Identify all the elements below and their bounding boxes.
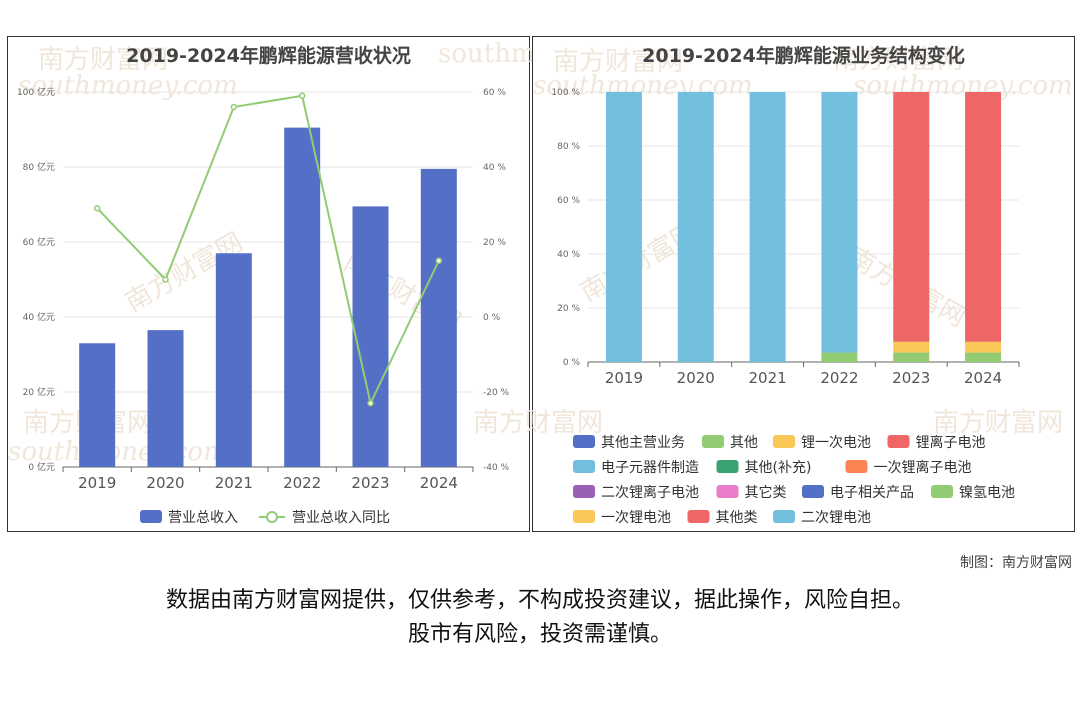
legend-label: 一次锂离子电池 xyxy=(874,459,972,476)
legend-label: 其它类 xyxy=(745,484,787,501)
legend-label: 营业总收入 xyxy=(168,510,238,526)
legend-swatch xyxy=(773,510,795,523)
x-tick-label: 2023 xyxy=(351,474,389,492)
y-tick-label: 80 % xyxy=(557,142,580,152)
x-tick-label: 2021 xyxy=(748,369,786,387)
y-left-tick-label: 20 亿元 xyxy=(23,386,55,398)
y-left-tick-label: 100 亿元 xyxy=(17,86,55,98)
yoy-point xyxy=(93,205,101,212)
stack-segment xyxy=(821,92,858,353)
y-right-tick-label: 60 % xyxy=(483,88,506,98)
yoy-point xyxy=(367,400,374,407)
legend-swatch xyxy=(573,460,595,473)
legend-label: 电子元器件制造 xyxy=(601,460,699,476)
stack-segment xyxy=(749,92,786,362)
legend-swatch-yoy-marker xyxy=(266,511,278,523)
x-tick-label: 2022 xyxy=(283,474,321,492)
x-tick-label: 2021 xyxy=(215,474,253,492)
y-left-tick-label: 40 亿元 xyxy=(23,311,55,323)
x-tick-label: 2019 xyxy=(605,369,643,387)
x-tick-label: 2022 xyxy=(820,369,858,387)
revenue-chart-panel: 南方财富网 southmoney.com 南方财富网 南方财富网 南方财富网 s… xyxy=(7,36,658,532)
x-tick-label: 2024 xyxy=(964,369,1002,387)
legend-swatch xyxy=(845,460,868,473)
y-right-tick-label: -40 % xyxy=(483,463,510,473)
yoy-point xyxy=(162,276,169,283)
stack-segment xyxy=(965,92,1002,342)
legend-swatch-revenue xyxy=(140,510,162,523)
stack-segment xyxy=(605,92,642,362)
x-tick-label: 2019 xyxy=(78,474,116,492)
stack-segment xyxy=(965,341,1002,353)
revenue-bar xyxy=(215,253,252,467)
yoy-point xyxy=(298,92,306,99)
chart-title: 2019-2024年鹏辉能源营收状况 xyxy=(126,45,411,67)
legend-swatch xyxy=(573,485,595,498)
y-left-tick-label: 60 亿元 xyxy=(23,236,55,248)
legend-label: 其他(补充) xyxy=(745,460,812,476)
legend-swatch xyxy=(687,510,710,523)
legend-label: 锂一次电池 xyxy=(801,435,871,451)
y-tick-label: 40 % xyxy=(557,250,580,260)
legend-swatch xyxy=(716,460,739,473)
yoy-line xyxy=(96,94,440,407)
revenue-chart: 0 亿元 20 亿元 40 亿元 60 亿元 80 亿元 100 亿元 -40 % -20 %… xyxy=(17,86,510,526)
chart-credit: 制图：南方财富网 xyxy=(960,555,1072,571)
stack-segment xyxy=(677,92,714,362)
y-left-tick-label: 80 亿元 xyxy=(23,161,55,173)
revenue-bar xyxy=(420,168,457,467)
disclaimer-line-2: 股市有风险，投资需谨慎。 xyxy=(407,622,672,647)
legend-label: 二次锂电池 xyxy=(801,510,871,526)
stack-segment xyxy=(893,352,930,362)
stack-segment xyxy=(821,352,858,362)
y-right-tick-label: 20 % xyxy=(483,238,506,248)
y-tick-label: 60 % xyxy=(557,196,580,206)
legend-label: 二次锂离子电池 xyxy=(601,484,699,501)
stack-segment xyxy=(893,341,930,353)
legend-swatch xyxy=(773,435,795,448)
yoy-point xyxy=(435,257,443,264)
legend-label: 电子相关产品 xyxy=(830,485,914,501)
legend-swatch xyxy=(887,435,910,448)
y-left-tick-label: 0 亿元 xyxy=(28,461,55,473)
structure-chart: 0 % 20 % 40 % 60 % 80 % 100 % 2019 2020 2021 2022… xyxy=(551,88,1020,526)
y-right-tick-label: 0 % xyxy=(483,313,501,323)
x-tick-label: 2023 xyxy=(892,369,930,387)
y-right-tick-label: 40 % xyxy=(483,163,506,173)
y-tick-label: 20 % xyxy=(557,304,580,314)
legend-swatch xyxy=(802,485,824,498)
legend-swatch xyxy=(716,485,739,498)
y-tick-label: 100 % xyxy=(551,88,580,98)
legend-label: 其他 xyxy=(730,435,758,451)
revenue-bar xyxy=(352,206,389,467)
legend-label: 营业总收入同比 xyxy=(292,510,390,526)
revenue-bar xyxy=(79,343,116,467)
disclaimer-line-1: 数据由南方财富网提供，仅供参考，不构成投资建议，据此操作，风险自担。 xyxy=(165,588,914,613)
structure-chart-panel: 南方财富网 southmoney.com 南方财富网 southmoney.co… xyxy=(473,36,1075,532)
x-tick-label: 2020 xyxy=(677,369,715,387)
legend-label: 镍氢电池 xyxy=(959,485,1015,501)
legend-label: 锂离子电池 xyxy=(916,434,986,451)
legend-label: 其他类 xyxy=(716,510,758,526)
yoy-point xyxy=(230,103,238,111)
y-right-tick-label: -20 % xyxy=(483,388,510,398)
legend-swatch xyxy=(931,485,953,498)
legend-swatch xyxy=(573,510,595,523)
stack-segment xyxy=(893,92,930,342)
revenue-bar xyxy=(147,330,184,467)
legend-label: 其他主营业务 xyxy=(601,435,685,451)
legend-swatch xyxy=(573,435,595,448)
chart-title: 2019-2024年鹏辉能源业务结构变化 xyxy=(642,45,965,67)
x-tick-label: 2020 xyxy=(146,474,184,492)
x-tick-label: 2024 xyxy=(420,474,458,492)
legend-label: 一次锂电池 xyxy=(601,510,671,526)
revenue-bar xyxy=(284,127,321,467)
legend-swatch xyxy=(702,435,724,448)
y-tick-label: 0 % xyxy=(563,358,581,368)
stack-segment xyxy=(965,352,1002,362)
